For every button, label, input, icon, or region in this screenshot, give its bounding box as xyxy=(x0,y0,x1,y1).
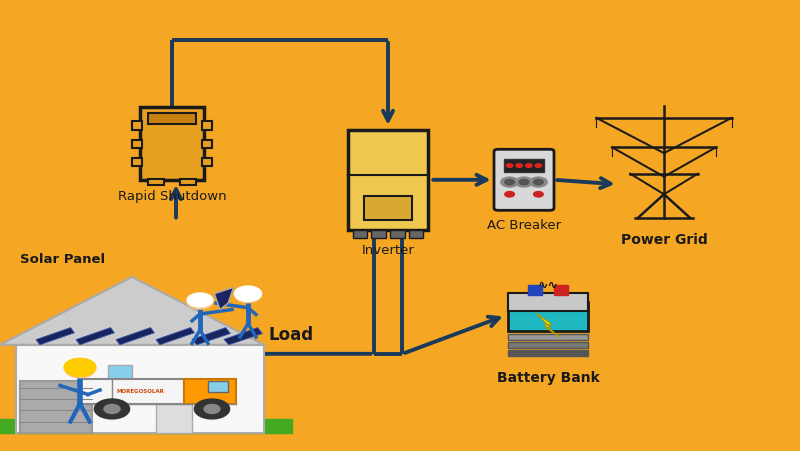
Bar xyxy=(554,285,568,295)
Bar xyxy=(20,381,92,433)
Bar xyxy=(0,419,292,433)
Polygon shape xyxy=(156,328,194,345)
Bar xyxy=(505,160,544,172)
Bar xyxy=(528,285,542,295)
Text: Battery Bank: Battery Bank xyxy=(497,370,599,384)
Text: Power Grid: Power Grid xyxy=(621,232,707,246)
Polygon shape xyxy=(76,328,114,345)
FancyBboxPatch shape xyxy=(494,150,554,211)
Bar xyxy=(80,379,184,404)
FancyBboxPatch shape xyxy=(139,108,205,180)
Polygon shape xyxy=(36,328,74,345)
Text: MOREGOSOLAR: MOREGOSOLAR xyxy=(116,388,164,394)
Bar xyxy=(390,230,405,238)
Circle shape xyxy=(94,399,130,419)
Polygon shape xyxy=(0,277,264,345)
Bar xyxy=(202,140,213,148)
Circle shape xyxy=(234,286,262,302)
Circle shape xyxy=(204,405,220,414)
Polygon shape xyxy=(214,288,234,310)
Bar xyxy=(184,379,236,404)
Circle shape xyxy=(535,165,542,168)
Circle shape xyxy=(534,192,543,198)
Bar xyxy=(156,392,192,433)
Text: AC Breaker: AC Breaker xyxy=(487,219,561,232)
Circle shape xyxy=(530,178,547,188)
Bar xyxy=(208,381,228,392)
Bar xyxy=(108,365,132,379)
Bar xyxy=(131,140,142,148)
Circle shape xyxy=(64,359,96,377)
Text: Inverter: Inverter xyxy=(362,244,414,257)
Text: ∿∿: ∿∿ xyxy=(538,279,558,291)
Bar xyxy=(508,334,588,340)
Bar xyxy=(148,179,164,186)
Circle shape xyxy=(506,165,513,168)
Bar xyxy=(131,122,142,130)
Polygon shape xyxy=(116,328,154,345)
Text: Rapid Shutdown: Rapid Shutdown xyxy=(118,189,226,202)
Bar xyxy=(508,293,588,311)
Bar xyxy=(364,196,412,221)
Text: Solar Panel: Solar Panel xyxy=(20,253,105,266)
Polygon shape xyxy=(192,328,230,345)
Circle shape xyxy=(505,192,514,198)
Bar xyxy=(180,179,196,186)
Polygon shape xyxy=(224,328,262,345)
Circle shape xyxy=(515,178,533,188)
Polygon shape xyxy=(536,313,560,337)
Circle shape xyxy=(534,180,543,185)
Bar xyxy=(16,345,264,433)
Circle shape xyxy=(526,165,532,168)
Text: Load: Load xyxy=(268,325,313,343)
Bar xyxy=(353,230,367,238)
Bar xyxy=(508,350,588,356)
Bar xyxy=(202,158,213,166)
Circle shape xyxy=(516,165,522,168)
Bar xyxy=(348,131,428,230)
Circle shape xyxy=(505,180,514,185)
Circle shape xyxy=(187,295,213,309)
Bar xyxy=(409,230,423,238)
Circle shape xyxy=(501,178,518,188)
Circle shape xyxy=(66,362,94,378)
Circle shape xyxy=(235,289,261,303)
Bar xyxy=(508,302,588,331)
Bar xyxy=(202,122,213,130)
Circle shape xyxy=(194,399,230,419)
Bar xyxy=(149,114,195,125)
Circle shape xyxy=(104,405,120,414)
Bar xyxy=(371,230,386,238)
Bar xyxy=(131,158,142,166)
Circle shape xyxy=(186,293,214,308)
Circle shape xyxy=(519,180,529,185)
Bar xyxy=(508,342,588,348)
